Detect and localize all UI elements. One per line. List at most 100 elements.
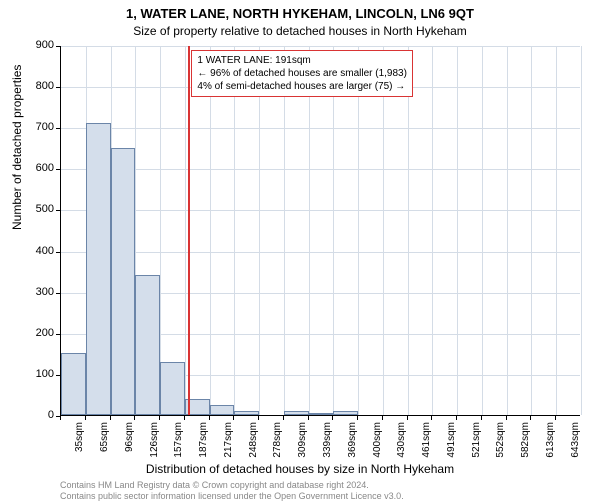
x-tick-label: 65sqm [99, 422, 110, 462]
chart-title: 1, WATER LANE, NORTH HYKEHAM, LINCOLN, L… [0, 6, 600, 21]
annotation-line: 4% of semi-detached houses are larger (7… [197, 80, 407, 93]
x-tick-mark [308, 416, 309, 420]
gridline-v [507, 46, 508, 415]
chart-subtitle: Size of property relative to detached ho… [0, 24, 600, 38]
gridline-v [408, 46, 409, 415]
plot-area [60, 46, 580, 416]
histogram-bar [111, 148, 136, 415]
x-tick-label: 491sqm [446, 422, 457, 462]
gridline-v [160, 46, 161, 415]
y-tick-label: 400 [24, 245, 54, 257]
x-tick-mark [60, 416, 61, 420]
gridline-v [234, 46, 235, 415]
x-tick-mark [233, 416, 234, 420]
x-tick-label: 552sqm [495, 422, 506, 462]
x-tick-label: 278sqm [272, 422, 283, 462]
y-tick-label: 900 [24, 39, 54, 51]
x-tick-mark [134, 416, 135, 420]
y-tick-label: 800 [24, 80, 54, 92]
gridline-h [61, 46, 580, 47]
histogram-bar [160, 362, 185, 415]
y-tick-label: 600 [24, 162, 54, 174]
x-tick-mark [209, 416, 210, 420]
gridline-v [259, 46, 260, 415]
gridline-h [61, 128, 580, 129]
histogram-bar [135, 275, 160, 415]
gridline-h [61, 252, 580, 253]
gridline-v [333, 46, 334, 415]
x-tick-label: 35sqm [74, 422, 85, 462]
y-axis-label: Number of detached properties [10, 65, 24, 230]
gridline-v [531, 46, 532, 415]
footer-copyright: Contains HM Land Registry data © Crown c… [60, 480, 369, 490]
x-tick-mark [258, 416, 259, 420]
gridline-v [432, 46, 433, 415]
x-tick-label: 582sqm [520, 422, 531, 462]
histogram-bar [234, 411, 259, 415]
y-tick-mark [56, 87, 60, 88]
y-tick-label: 0 [24, 409, 54, 421]
gridline-v [556, 46, 557, 415]
y-tick-mark [56, 334, 60, 335]
y-tick-mark [56, 293, 60, 294]
x-tick-label: 430sqm [396, 422, 407, 462]
gridline-v [383, 46, 384, 415]
gridline-v [309, 46, 310, 415]
histogram-bar [284, 411, 309, 415]
gridline-v [457, 46, 458, 415]
gridline-v [482, 46, 483, 415]
gridline-v [185, 46, 186, 415]
gridline-h [61, 210, 580, 211]
x-tick-label: 369sqm [347, 422, 358, 462]
y-tick-label: 500 [24, 203, 54, 215]
x-tick-mark [159, 416, 160, 420]
y-tick-mark [56, 169, 60, 170]
x-tick-mark [110, 416, 111, 420]
y-tick-mark [56, 375, 60, 376]
x-tick-mark [456, 416, 457, 420]
y-tick-mark [56, 128, 60, 129]
histogram-bar [309, 413, 334, 415]
x-tick-label: 309sqm [297, 422, 308, 462]
y-tick-mark [56, 46, 60, 47]
histogram-bar [61, 353, 86, 415]
x-tick-mark [530, 416, 531, 420]
gridline-v [284, 46, 285, 415]
chart-container: 1, WATER LANE, NORTH HYKEHAM, LINCOLN, L… [0, 0, 600, 500]
x-tick-label: 217sqm [223, 422, 234, 462]
x-tick-label: 643sqm [570, 422, 581, 462]
x-tick-label: 613sqm [545, 422, 556, 462]
histogram-bar [333, 411, 358, 415]
x-tick-mark [332, 416, 333, 420]
y-tick-label: 100 [24, 368, 54, 380]
histogram-bar [210, 405, 235, 415]
annotation-line: 1 WATER LANE: 191sqm [197, 54, 407, 67]
x-tick-mark [407, 416, 408, 420]
y-tick-label: 200 [24, 327, 54, 339]
x-tick-mark [85, 416, 86, 420]
gridline-v [581, 46, 582, 415]
gridline-v [358, 46, 359, 415]
y-tick-mark [56, 252, 60, 253]
y-tick-label: 300 [24, 286, 54, 298]
x-tick-mark [357, 416, 358, 420]
x-tick-mark [506, 416, 507, 420]
x-tick-label: 187sqm [198, 422, 209, 462]
x-tick-mark [382, 416, 383, 420]
x-tick-label: 461sqm [421, 422, 432, 462]
x-tick-mark [431, 416, 432, 420]
x-tick-label: 339sqm [322, 422, 333, 462]
y-tick-mark [56, 210, 60, 211]
x-axis-label: Distribution of detached houses by size … [0, 462, 600, 476]
x-tick-label: 521sqm [471, 422, 482, 462]
x-tick-mark [283, 416, 284, 420]
x-tick-label: 157sqm [173, 422, 184, 462]
annotation-box: 1 WATER LANE: 191sqm← 96% of detached ho… [191, 50, 413, 97]
x-tick-mark [184, 416, 185, 420]
x-tick-mark [481, 416, 482, 420]
y-tick-label: 700 [24, 121, 54, 133]
histogram-bar [86, 123, 111, 415]
reference-line [188, 46, 190, 415]
x-tick-mark [555, 416, 556, 420]
x-tick-label: 126sqm [149, 422, 160, 462]
